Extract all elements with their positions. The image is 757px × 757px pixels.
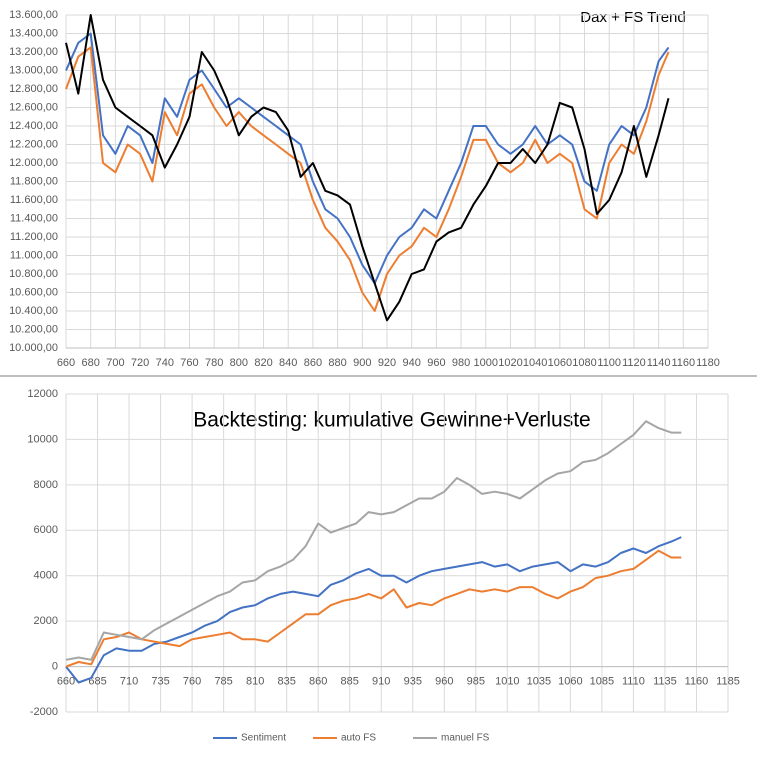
- x-tick-label: 840: [279, 357, 297, 369]
- x-tick-label: 1100: [597, 357, 621, 369]
- chart-title: Backtesting: kumulative Gewinne+Verluste: [193, 409, 590, 432]
- x-tick-label: 985: [467, 675, 485, 687]
- x-tick-label: 880: [328, 357, 346, 369]
- x-tick-label: 760: [180, 357, 198, 369]
- y-tick-label: 6000: [34, 524, 58, 536]
- y-tick-label: 12.800,00: [9, 83, 58, 95]
- series-line: [65, 536, 682, 684]
- x-tick-label: 1085: [590, 675, 614, 687]
- x-tick-label: 1080: [572, 357, 596, 369]
- x-tick-label: 1135: [653, 675, 677, 687]
- x-tick-label: 660: [57, 675, 75, 687]
- x-tick-label: 1160: [685, 675, 709, 687]
- y-tick-label: -2000: [30, 706, 58, 718]
- x-tick-label: 860: [304, 357, 322, 369]
- y-tick-label: 10.600,00: [9, 286, 58, 298]
- x-tick-label: 660: [57, 357, 75, 369]
- x-tick-label: 960: [435, 675, 453, 687]
- y-tick-label: 12000: [27, 388, 58, 400]
- x-tick-label: 800: [230, 357, 248, 369]
- series-line: [65, 14, 670, 322]
- y-tick-label: 10.800,00: [9, 268, 58, 280]
- x-tick-label: 710: [120, 675, 138, 687]
- x-tick-label: 820: [254, 357, 272, 369]
- x-tick-label: 935: [404, 675, 422, 687]
- x-tick-label: 885: [341, 675, 359, 687]
- x-tick-label: 1180: [696, 357, 720, 369]
- y-tick-label: 2000: [34, 615, 58, 627]
- x-tick-label: 1160: [671, 357, 695, 369]
- y-tick-label: 13.400,00: [9, 27, 58, 39]
- x-tick-label: 780: [205, 357, 223, 369]
- y-tick-label: 11.200,00: [10, 231, 58, 243]
- series-line: [65, 46, 670, 312]
- y-tick-label: 12.000,00: [9, 157, 58, 169]
- x-tick-label: 700: [106, 357, 124, 369]
- x-tick-label: 1040: [523, 357, 547, 369]
- x-tick-label: 810: [246, 675, 264, 687]
- y-tick-label: 10.000,00: [9, 342, 58, 354]
- y-tick-label: 13.000,00: [9, 64, 58, 76]
- x-tick-label: 760: [183, 675, 201, 687]
- x-tick-label: 940: [403, 357, 421, 369]
- y-tick-label: 8000: [34, 479, 58, 491]
- y-tick-label: 13.600,00: [9, 9, 58, 21]
- x-tick-label: 735: [151, 675, 169, 687]
- x-tick-label: 1060: [558, 675, 582, 687]
- x-tick-label: 1010: [495, 675, 519, 687]
- y-tick-label: 12.600,00: [9, 101, 58, 113]
- x-tick-label: 960: [427, 357, 445, 369]
- y-tick-label: 10.200,00: [9, 323, 58, 335]
- series-line: [65, 420, 682, 661]
- y-tick-label: 10.400,00: [9, 305, 58, 317]
- y-tick-label: 12.200,00: [9, 138, 58, 150]
- x-tick-label: 1185: [716, 675, 740, 687]
- x-tick-label: 910: [372, 675, 390, 687]
- x-tick-label: 980: [452, 357, 470, 369]
- y-tick-label: 10000: [27, 433, 58, 445]
- chart-title: Dax + FS Trend: [580, 9, 685, 26]
- y-tick-label: 12.400,00: [9, 120, 58, 132]
- x-tick-label: 685: [88, 675, 106, 687]
- x-tick-label: 1120: [622, 357, 646, 369]
- x-tick-label: 1110: [622, 675, 645, 687]
- y-tick-label: 11.000,00: [10, 249, 58, 261]
- x-tick-label: 1035: [527, 675, 551, 687]
- y-tick-label: 11.400,00: [10, 212, 58, 224]
- x-tick-label: 835: [277, 675, 295, 687]
- x-tick-label: 860: [309, 675, 327, 687]
- series-line: [65, 549, 682, 668]
- x-tick-label: 1020: [498, 357, 522, 369]
- x-tick-label: 720: [131, 357, 149, 369]
- y-tick-label: 13.200,00: [9, 46, 58, 58]
- x-tick-label: 920: [378, 357, 396, 369]
- legend-label: manuel FS: [441, 733, 490, 744]
- x-tick-label: 1060: [548, 357, 572, 369]
- y-tick-label: 4000: [34, 570, 58, 582]
- x-tick-label: 785: [214, 675, 232, 687]
- x-tick-label: 1140: [647, 357, 671, 369]
- x-tick-label: 1000: [474, 357, 498, 369]
- x-tick-label: 900: [353, 357, 371, 369]
- legend-label: auto FS: [341, 733, 376, 744]
- legend-label: Sentiment: [241, 733, 286, 744]
- y-tick-label: 11.800,00: [10, 175, 58, 187]
- x-tick-label: 740: [156, 357, 174, 369]
- x-tick-label: 680: [82, 357, 100, 369]
- y-tick-label: 0: [52, 660, 58, 672]
- y-tick-label: 11.600,00: [10, 194, 58, 206]
- series-line: [65, 32, 670, 285]
